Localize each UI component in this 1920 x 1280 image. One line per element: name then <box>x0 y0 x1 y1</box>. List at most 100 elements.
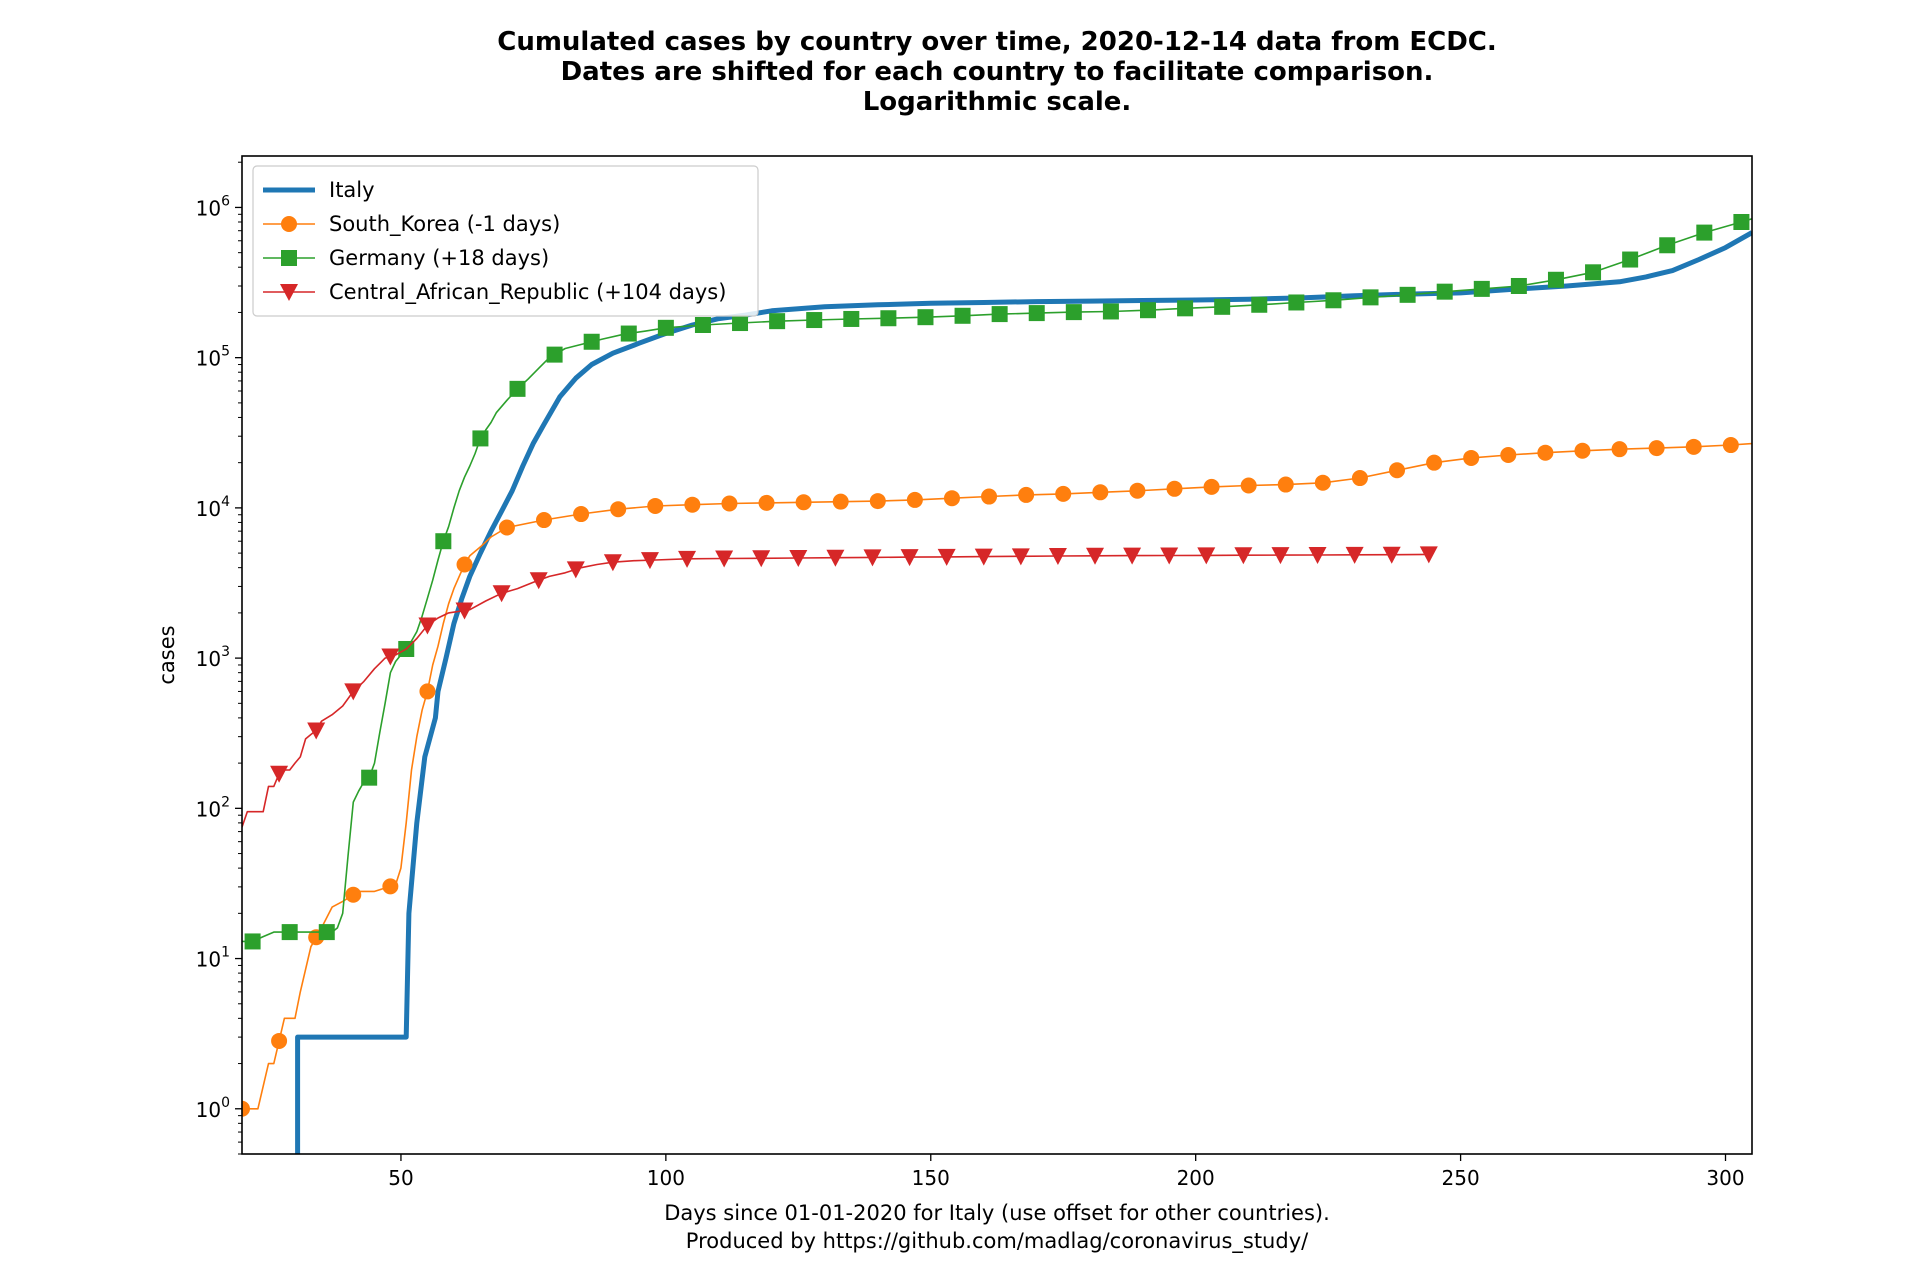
series-1-point-13 <box>721 495 738 512</box>
series-1-point-25 <box>1166 480 1183 497</box>
series-2-point-39 <box>1696 224 1713 241</box>
series-2-point-35 <box>1547 271 1564 288</box>
legend-label: Central_African_Republic (+104 days) <box>329 280 726 305</box>
series-3-point-16 <box>863 549 882 567</box>
x-tick-label: 50 <box>388 1166 413 1190</box>
series-2-point-12 <box>694 316 711 333</box>
series-2-point-23 <box>1102 303 1119 320</box>
series-1-point-38 <box>1648 440 1665 457</box>
series-2-point-20 <box>991 306 1008 323</box>
x-axis-label-line-2: Produced by https://github.com/madlag/co… <box>686 1229 1309 1254</box>
series-3-point-8 <box>566 561 585 579</box>
series-2-point-7 <box>509 380 526 397</box>
series-3-point-5 <box>455 602 474 620</box>
legend-marker <box>281 250 297 266</box>
legend-item-3: Central_African_Republic (+104 days) <box>263 280 726 305</box>
series-2-point-17 <box>880 310 897 327</box>
series-3 <box>242 546 1438 828</box>
legend-box <box>252 165 759 317</box>
x-tick-label: 150 <box>912 1166 950 1190</box>
series-2-point-40 <box>1733 213 1750 230</box>
legend: Italy South_Korea (-1 days) Germany (+18 d… <box>252 165 759 317</box>
series-3-point-12 <box>715 550 734 568</box>
series-3-point-11 <box>678 550 697 568</box>
series-2-point-30 <box>1362 289 1379 306</box>
series-1-point-11 <box>647 497 664 514</box>
series-3-point-15 <box>826 549 845 567</box>
series-1-point-18 <box>906 491 923 508</box>
legend-label: Germany (+18 days) <box>329 246 549 270</box>
series-3-point-20 <box>1011 548 1030 566</box>
series-3-point-7 <box>529 572 548 590</box>
series-1-point-36 <box>1574 442 1591 459</box>
series-3-point-0 <box>270 765 289 783</box>
series-2-point-26 <box>1214 298 1231 315</box>
series-2-point-11 <box>657 319 674 336</box>
series-1-point-29 <box>1314 474 1331 491</box>
series-2-point-13 <box>732 315 749 332</box>
series-2-point-22 <box>1065 304 1082 321</box>
series-2-point-33 <box>1473 280 1490 297</box>
series-3-point-6 <box>492 585 511 603</box>
series-1-point-22 <box>1055 485 1072 502</box>
series-3-point-24 <box>1160 547 1179 565</box>
legend-label: Italy <box>329 178 375 202</box>
plot-frame <box>241 155 1753 1155</box>
series-2-point-28 <box>1288 294 1305 311</box>
x-axis: 50 100 150 200 250 300 <box>388 1154 1745 1190</box>
series-2-point-0 <box>244 933 261 950</box>
series-3-point-21 <box>1048 548 1067 566</box>
series-2-point-25 <box>1177 300 1194 317</box>
series-1-point-34 <box>1500 446 1517 463</box>
series-2-point-14 <box>769 313 786 330</box>
series-1-point-6 <box>456 556 473 573</box>
series-2-point-9 <box>583 333 600 350</box>
series-3-point-18 <box>937 548 956 566</box>
series-3-point-4 <box>418 617 437 635</box>
series-1-point-10 <box>610 501 627 518</box>
series-3-point-22 <box>1086 547 1105 565</box>
legend-item-1: South_Korea (-1 days) <box>263 212 560 237</box>
series-1-point-39 <box>1685 438 1702 455</box>
series-1-point-19 <box>943 490 960 507</box>
series-2-point-19 <box>954 307 971 324</box>
series-3-point-27 <box>1271 547 1290 565</box>
series-2-point-10 <box>620 325 637 342</box>
series-1-point-14 <box>758 494 775 511</box>
series-layer <box>242 213 1752 1154</box>
title-line-1: Cumulated cases by country over time, 20… <box>497 27 1497 57</box>
series-2-point-31 <box>1399 286 1416 303</box>
series-3-point-9 <box>603 554 622 572</box>
legend-label: South_Korea (-1 days) <box>329 212 560 237</box>
series-3-point-28 <box>1308 546 1327 564</box>
series-3-point-13 <box>752 550 771 568</box>
chart-title: Cumulated cases by country over time, 20… <box>497 27 1497 117</box>
series-2-point-5 <box>435 533 452 550</box>
series-1-point-40 <box>1722 437 1739 454</box>
x-tick-label: 250 <box>1442 1166 1480 1190</box>
series-2-point-1 <box>281 924 298 941</box>
series-2-point-36 <box>1585 264 1602 281</box>
series-1-point-16 <box>832 493 849 510</box>
series-2-point-8 <box>546 346 563 363</box>
series-1-point-31 <box>1389 462 1406 479</box>
series-1 <box>242 437 1752 1117</box>
series-3-point-10 <box>640 552 659 570</box>
series-1-point-12 <box>684 496 701 513</box>
series-1-point-26 <box>1203 478 1220 495</box>
series-line-2 <box>242 218 1752 943</box>
series-2-point-21 <box>1028 305 1045 322</box>
series-1-point-30 <box>1351 470 1368 487</box>
series-1-point-33 <box>1463 449 1480 466</box>
series-1-point-1 <box>271 1032 288 1049</box>
legend-item-2: Germany (+18 days) <box>263 246 549 270</box>
series-1-point-5 <box>419 683 436 700</box>
series-2-point-34 <box>1510 277 1527 294</box>
x-tick-label: 200 <box>1177 1166 1215 1190</box>
series-2-point-24 <box>1140 302 1156 319</box>
series-1-point-24 <box>1129 482 1146 499</box>
series-1-point-27 <box>1240 477 1257 494</box>
series-1-point-7 <box>498 519 515 536</box>
